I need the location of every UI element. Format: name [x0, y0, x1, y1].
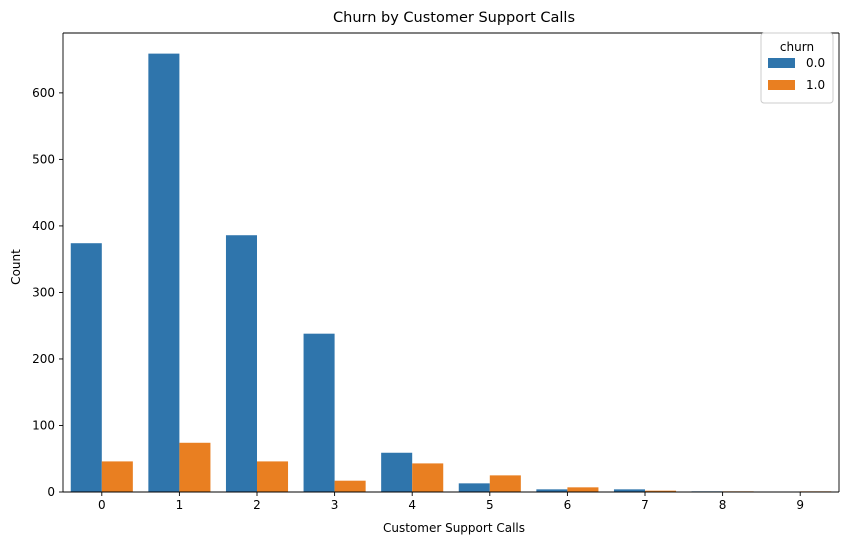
- y-tick-label-500: 500: [32, 152, 55, 166]
- bar-0.0-7: [613, 489, 645, 492]
- chart-title: Churn by Customer Support Calls: [333, 10, 575, 26]
- y-tick-label-400: 400: [32, 219, 55, 233]
- x-tick-label-9: 9: [796, 498, 804, 512]
- legend-title: churn: [780, 40, 814, 54]
- bar-0.0-0: [70, 243, 102, 492]
- y-tick-label-300: 300: [32, 285, 55, 299]
- bar-0.0-4: [381, 452, 413, 492]
- x-tick-label-0: 0: [98, 498, 106, 512]
- bar-1.0-2: [257, 461, 289, 492]
- bar-0.0-2: [225, 235, 257, 493]
- y-tick-label-0: 0: [47, 485, 55, 499]
- x-tick-label-8: 8: [719, 498, 727, 512]
- legend-swatch-0.0: [768, 58, 795, 68]
- legend: churn 0.0 1.0: [760, 32, 834, 104]
- y-tick-label-100: 100: [32, 418, 55, 432]
- bar-0.0-6: [536, 489, 568, 492]
- y-tick-label-600: 600: [32, 86, 55, 100]
- legend-label-1.0: 1.0: [806, 78, 825, 92]
- x-tick-label-7: 7: [641, 498, 649, 512]
- x-tick-label-6: 6: [564, 498, 572, 512]
- bar-1.0-3: [334, 480, 366, 492]
- bar-1.0-7: [645, 490, 677, 492]
- bar-1.0-6: [567, 487, 599, 492]
- x-tick-label-4: 4: [408, 498, 416, 512]
- x-tick-label-2: 2: [253, 498, 261, 512]
- bar-1.0-4: [412, 463, 444, 492]
- x-tick-label-3: 3: [331, 498, 339, 512]
- plot-area: 0 100 200 300 400 500 600 0 1 2 3 4 5 6 7 8 9: [32, 32, 840, 512]
- x-tick-label-1: 1: [176, 498, 184, 512]
- bar-0.0-5: [458, 483, 490, 492]
- bar-1.0-1: [179, 442, 211, 492]
- bar-0.0-3: [303, 333, 335, 492]
- x-tick-label-5: 5: [486, 498, 494, 512]
- bar-1.0-0: [101, 461, 133, 492]
- legend-swatch-1.0: [768, 80, 795, 90]
- bar-1.0-5: [489, 475, 521, 492]
- x-axis-label: Customer Support Calls: [383, 521, 525, 535]
- bar-0.0-1: [148, 53, 180, 493]
- legend-label-0.0: 0.0: [806, 56, 825, 70]
- y-tick-label-200: 200: [32, 352, 55, 366]
- y-axis-label: Count: [9, 249, 23, 285]
